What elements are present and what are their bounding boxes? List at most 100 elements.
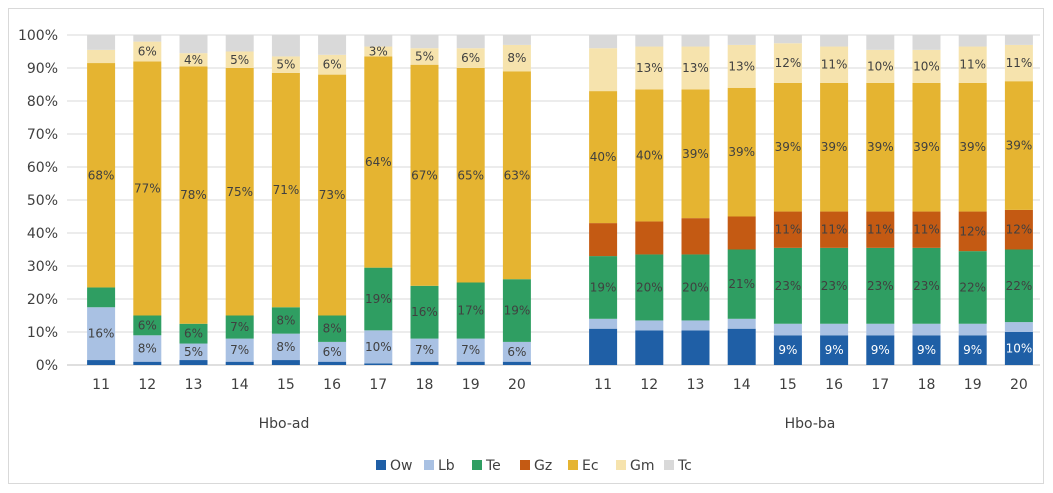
data-label: 13% [682,61,709,75]
bar-segment-ec [271,72,300,308]
data-label: 11% [867,223,894,237]
data-label: 8% [323,322,342,336]
data-label: 5% [184,345,203,359]
data-label: 6% [507,345,526,359]
bar-segment-gm [958,46,987,83]
data-label: 6% [138,318,157,332]
legend-label-gz: Gz [534,458,552,474]
x-tick-label: 13 [185,377,203,393]
group-label: Hbo-ad [259,416,310,432]
bar-segment-ec [87,63,116,288]
legend-label-te: Te [485,458,501,474]
data-label: 9% [825,343,844,357]
bar-segment-tc [133,35,162,42]
legend-swatch-tc [664,460,674,470]
bar-segment-lb [133,335,162,362]
data-label: 7% [230,320,249,334]
data-label: 6% [138,45,157,59]
bar-segment-te [635,254,664,321]
bar-segment-te [318,315,347,342]
bar-segment-gm [318,54,347,75]
data-label: 21% [728,277,755,291]
bar-segment-gz [727,216,756,250]
data-label: 5% [230,53,249,67]
bar-segment-gm [456,48,485,68]
bar-segment-ec [773,82,802,212]
data-label: 9% [963,343,982,357]
x-tick-label: 17 [871,377,889,393]
bar-segment-ow [87,360,116,365]
bar-segment-lb [773,323,802,336]
bar-segment-ec [866,82,895,212]
data-label: 11% [913,223,940,237]
data-label: 39% [1006,139,1033,153]
bar-segment-ow [410,361,439,365]
bar-segment-ow [681,330,710,365]
bar-segment-ow [271,360,300,365]
data-label: 23% [867,279,894,293]
bar-segment-gz [958,211,987,252]
bar-segment-lb [271,333,300,361]
bar-segment-te [133,315,162,336]
legend-label-ow: Ow [390,458,412,474]
bar-segment-ow [773,335,802,365]
y-tick-label: 20% [27,292,58,308]
bar-segment-gm [820,46,849,83]
bar-segment-ow [225,361,254,365]
data-label: 23% [821,279,848,293]
bar-segment-gm [773,43,802,83]
bar-segment-tc [318,35,347,55]
bar-segment-gm [1004,44,1033,82]
data-label: 8% [507,51,526,65]
bar-segment-tc [271,35,300,57]
bar-segment-gm [225,51,254,68]
x-tick-label: 13 [687,377,705,393]
data-label: 20% [636,280,663,294]
data-label: 19% [365,292,392,306]
bar-segment-gm [364,46,393,57]
bar-segment-ec [225,68,254,316]
bar-segment-tc [225,35,254,52]
data-label: 40% [636,148,663,162]
data-label: 19% [590,280,617,294]
bar-segment-te [958,251,987,324]
data-label: 13% [636,61,663,75]
y-tick-label: 60% [27,160,58,176]
data-label: 6% [323,58,342,72]
bar-segment-ec [589,91,618,224]
data-label: 22% [959,280,986,294]
bar-segment-gm [681,46,710,90]
bar-segment-ow [820,335,849,365]
x-tick-label: 19 [462,377,480,393]
data-label: 7% [461,343,480,357]
bar-segment-ec [364,56,393,268]
data-label: 23% [775,279,802,293]
data-label: 39% [728,145,755,159]
bar-segment-lb [456,338,485,362]
bar-segment-ow [456,361,485,365]
bar-segment-gz [773,211,802,248]
bar-segment-te [1004,249,1033,323]
bar-segment-ec [502,71,531,280]
bar-segment-tc [456,35,485,49]
data-label: 11% [1006,56,1033,70]
data-label: 39% [959,140,986,154]
legend-label-lb: Lb [438,458,455,474]
bar-segment-gm [271,56,300,73]
data-label: 5% [276,58,295,72]
bar-segment-gz [635,221,664,255]
legend-swatch-gz [520,460,530,470]
data-label: 10% [1006,342,1033,356]
bar-segment-tc [364,35,393,47]
data-label: 10% [913,59,940,73]
bar-segment-lb [727,318,756,329]
bar-segment-gm [410,48,439,65]
bar-segment-gm [87,49,116,64]
data-label: 40% [590,150,617,164]
bar-segment-te [866,247,895,324]
data-label: 11% [821,223,848,237]
y-tick-label: 90% [27,61,58,77]
legend-swatch-lb [424,460,434,470]
bar-segment-ec [958,82,987,212]
data-label: 3% [369,45,388,59]
